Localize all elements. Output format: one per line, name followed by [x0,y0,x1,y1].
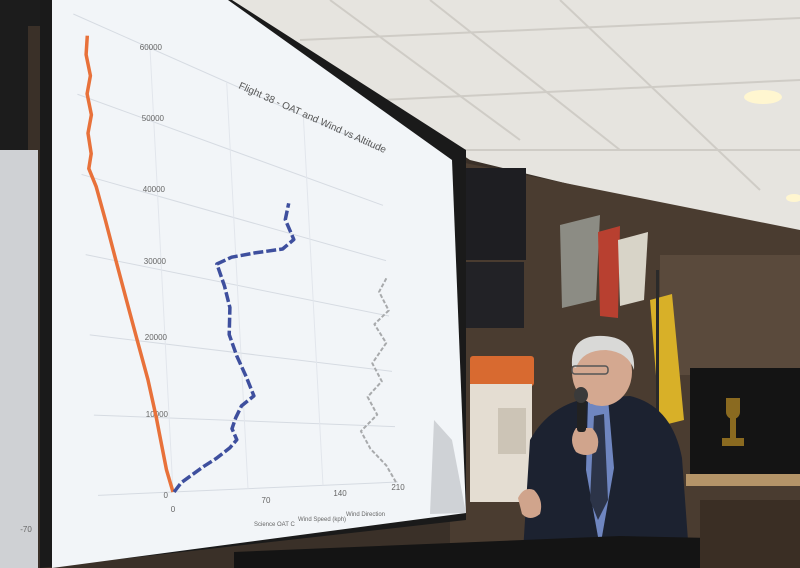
screen-edge [0,150,38,568]
presenter-hair [571,335,635,370]
flag [598,226,620,318]
table-edge [234,536,800,568]
screen-shadow [430,420,466,514]
presenter [518,335,690,568]
chart-gridlines [73,13,399,496]
gridline [97,481,399,496]
speaker-cabinet [458,168,526,260]
legend-entry-wind-speed: Wind Speed (kph) [298,517,346,523]
ceiling-light [786,194,800,202]
right-cabinet [700,500,800,568]
presenter-hand [572,428,599,455]
trophy [722,398,744,446]
x-axis-ticks: -70 0 70 140 210 [20,483,405,534]
gridline [226,81,249,489]
presenter-glasses [571,365,609,375]
speaker-cabinet [462,262,524,328]
presenter-hand [518,489,542,518]
ceiling-grid-line [329,0,521,141]
ceiling-grid-line [559,0,761,191]
y-tick-label: 60000 [140,43,163,52]
podium-panel [498,408,526,454]
legend-entry-wind-direction: Wind Direction [346,512,385,518]
x-tick-label: 210 [391,483,405,492]
flag-pole [656,270,659,420]
projector-mount [0,20,28,160]
ceiling-grid-line [299,17,800,41]
y-tick-label: 30000 [144,257,167,266]
flag [560,215,600,308]
ceiling [230,0,800,240]
flag [618,232,648,306]
y-tick-label: 50000 [142,114,165,123]
ceiling-grid-line [429,0,621,151]
x-tick-label: -70 [20,525,32,534]
gridline [149,47,174,493]
ceiling-grid-line [379,79,800,101]
gridline [302,115,324,486]
microphone-head [574,387,588,403]
legend-entry-oat: Science OAT C [254,522,295,528]
equipment-case [470,356,534,386]
trophy-cabinet [690,368,800,478]
microphone [577,396,586,432]
y-tick-label: 0 [164,491,169,500]
x-tick-label: 140 [333,489,347,498]
series-line-0 [84,35,175,493]
x-tick-label: 0 [171,505,176,514]
series-line-2 [359,276,397,483]
presenter-head [572,338,632,406]
wall-panel [660,255,800,375]
y-tick-label: 40000 [143,185,166,194]
chart-legend: Science OAT C Wind Speed (kph) Wind Dire… [254,512,385,528]
ceiling-light [744,90,782,104]
x-tick-label: 70 [262,496,271,505]
cabinet-frame [686,474,800,486]
y-tick-label: 20000 [145,333,168,342]
chart-series [84,35,397,494]
